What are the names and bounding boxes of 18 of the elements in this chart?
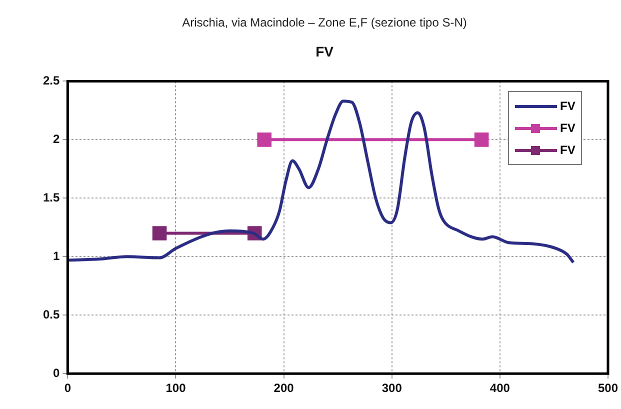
x-tick-label: 400 bbox=[490, 381, 510, 396]
chart-subtitle: FV bbox=[316, 44, 334, 60]
y-tick-label: 0 bbox=[52, 366, 60, 380]
x-tick-label: 100 bbox=[166, 381, 186, 396]
y-tick-label: 2.5 bbox=[42, 74, 60, 88]
y-tick-label: 1.5 bbox=[42, 190, 60, 204]
y-tick-label: 0.5 bbox=[42, 307, 60, 322]
x-tick-label: 500 bbox=[598, 381, 618, 396]
legend-label: FV bbox=[558, 142, 576, 160]
legend-label: FV bbox=[558, 120, 576, 138]
y-tick-label: 1 bbox=[52, 248, 60, 263]
x-tick-label: 200 bbox=[274, 381, 294, 396]
line-series bbox=[68, 100, 575, 264]
legend-label: FV bbox=[558, 98, 576, 116]
x-tick-label: 300 bbox=[382, 381, 402, 396]
chart-title: Arischia, via Macindole – Zone E,F (sezione tipo S-N) bbox=[182, 16, 467, 30]
x-tick-label: 0 bbox=[64, 381, 72, 396]
y-tick-label: 2 bbox=[52, 132, 60, 146]
